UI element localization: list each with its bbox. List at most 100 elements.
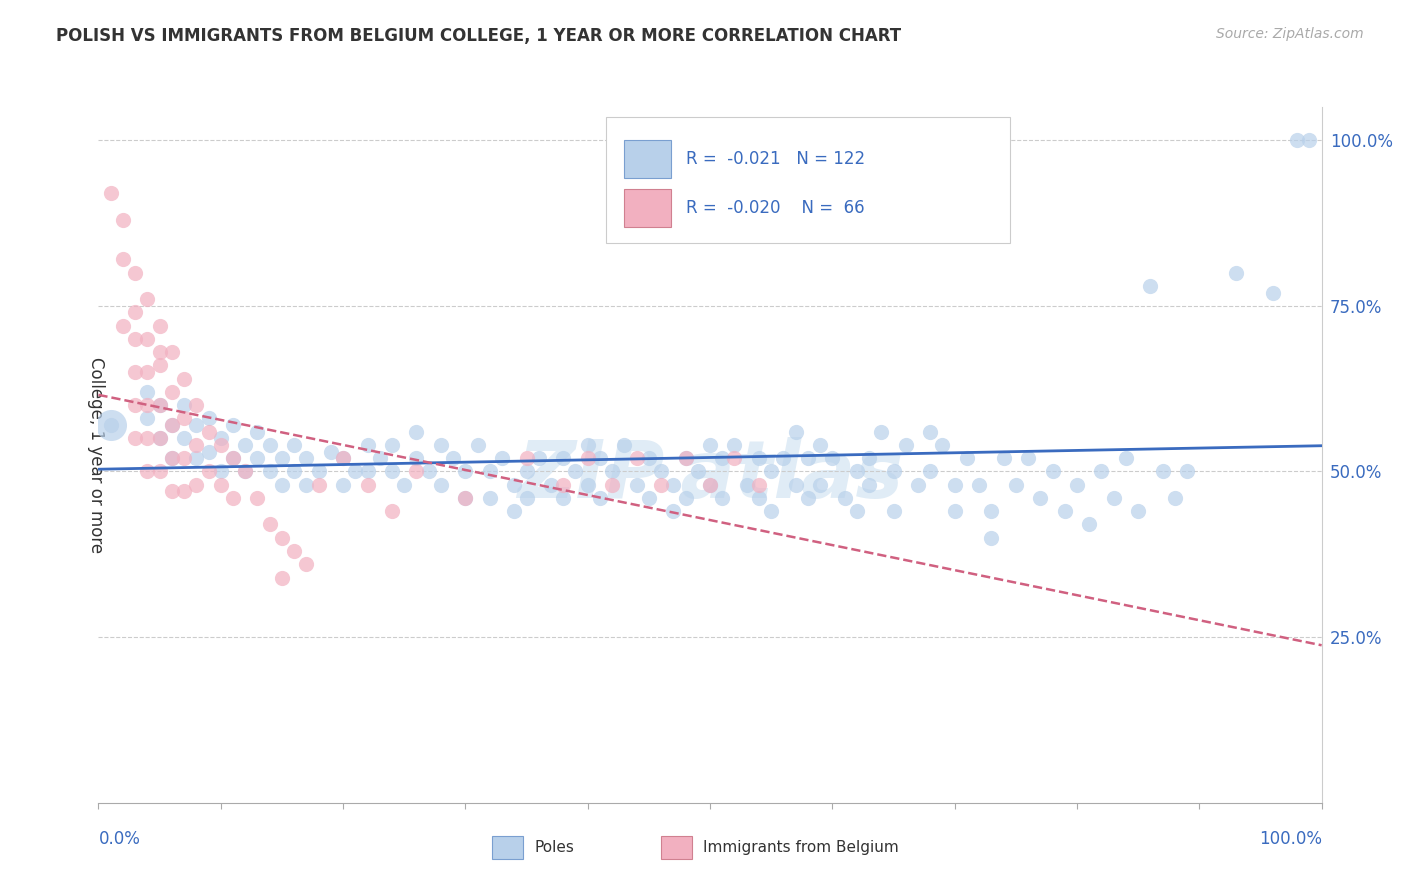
Point [699,438,721,452]
Point [209,465,232,479]
Point [515,491,537,505]
Point [368,451,391,466]
Point [785,477,807,491]
Point [637,491,661,505]
Point [356,477,378,491]
Point [1175,465,1198,479]
Point [233,465,256,479]
Point [920,425,942,439]
Point [1066,477,1088,491]
Point [808,438,831,452]
Point [637,451,661,466]
Point [980,504,1002,518]
Point [136,292,159,306]
Point [1261,285,1284,300]
Point [1152,465,1174,479]
Point [699,477,721,491]
Point [381,504,404,518]
Point [626,451,648,466]
Point [503,477,526,491]
Point [149,318,172,333]
Point [723,451,745,466]
Point [136,365,159,379]
Point [160,484,183,499]
Point [100,186,122,201]
Point [748,477,770,491]
Point [576,451,599,466]
Point [478,465,501,479]
Point [441,451,464,466]
Point [259,517,281,532]
Point [233,465,256,479]
Text: ZIP atlas: ZIP atlas [517,437,903,515]
Point [173,398,195,412]
Point [527,451,550,466]
Point [1017,451,1039,466]
Point [430,438,453,452]
Point [845,504,868,518]
Point [576,477,599,491]
Point [124,365,146,379]
Point [270,477,294,491]
Point [270,451,294,466]
Point [136,411,159,425]
Point [160,451,183,466]
Point [197,465,219,479]
Point [808,477,831,491]
Point [124,398,146,412]
Point [1102,491,1125,505]
Point [111,252,134,267]
Point [686,465,709,479]
Point [259,438,281,452]
Point [124,332,146,346]
Point [711,491,734,505]
Point [589,491,612,505]
Point [356,438,378,452]
Point [797,451,820,466]
Point [711,451,734,466]
Point [600,465,623,479]
Point [967,477,990,491]
Point [332,451,354,466]
Point [931,438,953,452]
Text: Poles: Poles [534,840,574,855]
Point [467,438,489,452]
Point [454,491,477,505]
Point [491,451,513,466]
Point [209,477,232,491]
Point [956,451,979,466]
Point [553,477,575,491]
Point [149,359,172,373]
Point [283,438,305,452]
Point [1029,491,1052,505]
Point [699,477,721,491]
Point [197,411,219,425]
Point [136,431,159,445]
Point [454,465,477,479]
Point [149,345,172,359]
Point [1090,465,1112,479]
Point [149,431,172,445]
Point [149,465,172,479]
Point [111,318,134,333]
Point [160,418,183,433]
Text: Source: ZipAtlas.com: Source: ZipAtlas.com [1216,27,1364,41]
Point [1053,504,1076,518]
Point [993,451,1015,466]
FancyBboxPatch shape [606,118,1010,243]
Point [124,266,146,280]
Point [600,477,623,491]
Point [553,491,575,505]
Point [100,418,122,433]
Point [883,504,905,518]
Point [149,398,172,412]
Point [222,418,245,433]
Point [270,531,294,545]
Point [858,477,880,491]
Text: 0.0%: 0.0% [98,830,141,847]
Point [650,477,672,491]
Point [173,431,195,445]
Point [186,418,208,433]
Point [308,465,330,479]
Point [870,425,893,439]
